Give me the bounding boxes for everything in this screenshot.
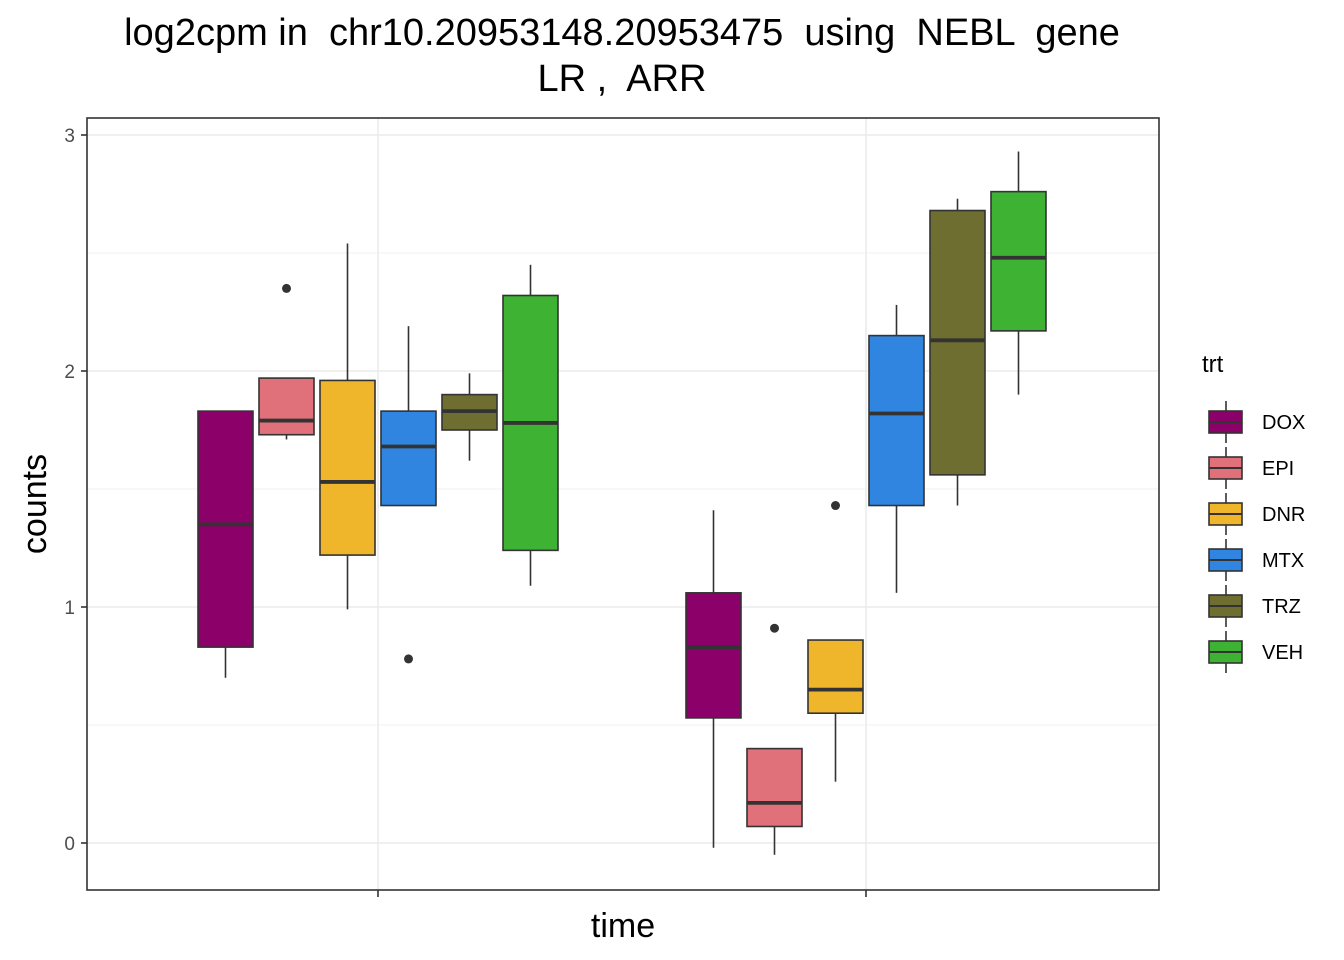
x-axis-title: time: [591, 907, 655, 945]
box-epi-group2: [746, 623, 803, 855]
box-body: [197, 410, 254, 648]
y-tick-label: 0: [64, 834, 75, 855]
outlier-point: [282, 283, 291, 293]
box-dnr-group2: [807, 501, 864, 782]
box-trz-group1: [441, 373, 498, 461]
legend-label: VEH: [1262, 642, 1303, 664]
legend: trt DOX EPI DNR MTX TRZ VEH: [1198, 351, 1305, 675]
y-tick-label: 2: [64, 362, 75, 383]
box-body: [868, 334, 925, 507]
box-mtx-group2: [868, 304, 925, 593]
box-dnr-group1: [319, 243, 376, 610]
legend-label: EPI: [1262, 458, 1294, 480]
box-veh-group1: [502, 264, 559, 586]
box-dox-group2: [685, 510, 742, 848]
chart-title: log2cpm in chr10.20953148.20953475 using…: [0, 10, 1244, 102]
legend-title: trt: [1202, 351, 1224, 378]
box-epi-group1: [258, 283, 315, 440]
boxes: [197, 151, 1047, 855]
outlier-point: [770, 623, 779, 633]
y-tick-label: 1: [64, 598, 75, 619]
plot-panel-border: [86, 117, 1160, 891]
box-veh-group2: [990, 151, 1047, 395]
box-body: [319, 379, 376, 556]
outlier-point: [831, 501, 840, 511]
box-body: [929, 209, 986, 476]
legend-item-epi: EPI: [1198, 445, 1294, 491]
legend-item-dox: DOX: [1198, 399, 1305, 445]
box-body: [746, 747, 803, 828]
y-tick-label: 3: [64, 126, 75, 147]
outlier-point: [404, 654, 413, 664]
box-body: [685, 592, 742, 719]
box-trz-group2: [929, 198, 986, 506]
legend-item-mtx: MTX: [1198, 537, 1304, 583]
legend-label: DOX: [1262, 412, 1305, 434]
legend-item-trz: TRZ: [1198, 583, 1301, 629]
y-axis-title: counts: [16, 454, 54, 554]
legend-label: MTX: [1262, 550, 1304, 572]
chart-title-line-2: LR , ARR: [537, 58, 707, 100]
legend-item-veh: VEH: [1198, 629, 1303, 675]
box-body: [380, 410, 437, 507]
chart-title-line-1: log2cpm in chr10.20953148.20953475 using…: [124, 12, 1120, 54]
box-mtx-group1: [380, 326, 437, 664]
box-body: [807, 639, 864, 714]
box-body: [258, 377, 315, 436]
legend-label: DNR: [1262, 504, 1305, 526]
box-dox-group1: [197, 410, 254, 678]
legend-label: TRZ: [1262, 596, 1301, 618]
box-body: [990, 190, 1047, 332]
legend-item-dnr: DNR: [1198, 491, 1305, 537]
axes: 0 1 2 3: [64, 126, 867, 897]
